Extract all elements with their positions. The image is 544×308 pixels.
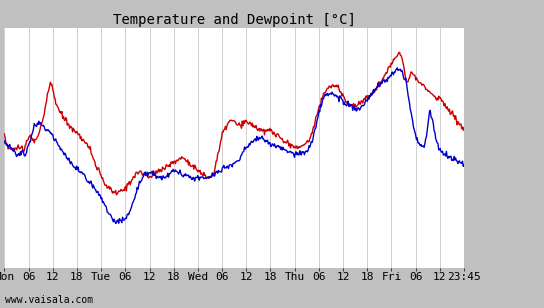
Title: Temperature and Dewpoint [°C]: Temperature and Dewpoint [°C]: [113, 13, 356, 26]
Text: www.vaisala.com: www.vaisala.com: [5, 295, 94, 305]
